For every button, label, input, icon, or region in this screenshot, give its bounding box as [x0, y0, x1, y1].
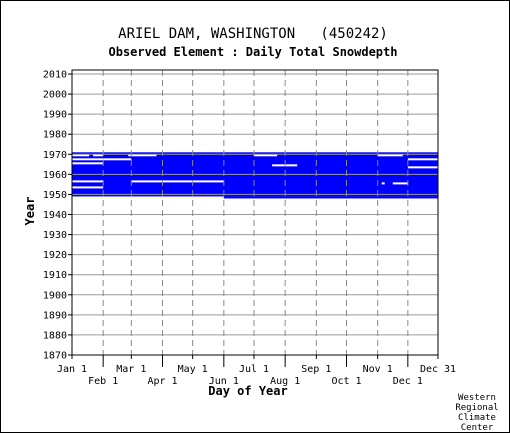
x-tick-label: Feb 1 [88, 376, 118, 387]
x-tick-label: Apr 1 [147, 376, 177, 387]
missing-segment [272, 164, 298, 167]
missing-segment [128, 154, 157, 157]
x-tick-label: Dec 1 [393, 376, 423, 387]
y-tick-label: 1870 [43, 351, 67, 362]
x-axis-ticks: Jan 1 Mar 1 May 1 Jul 1 Sep 1 Nov 1 Dec 31 Feb … [57, 355, 456, 387]
x-tick-label: Aug 1 [270, 376, 300, 387]
y-tick-label: 1970 [43, 150, 67, 161]
y-axis-title: Year [23, 197, 37, 226]
y-tick-label: 1900 [43, 290, 67, 301]
y-tick-label: 1880 [43, 330, 67, 341]
x-tick-label: Jul 1 [239, 364, 269, 375]
y-tick-label: 1890 [43, 310, 67, 321]
x-tick-label: Oct 1 [331, 376, 361, 387]
x-tick-label: Mar 1 [116, 364, 146, 375]
y-tick-label: 1960 [43, 170, 67, 181]
missing-segment [72, 162, 104, 165]
y-tick-label: 1950 [43, 190, 67, 201]
credit-line: Center [461, 423, 494, 432]
y-tick-label: 1990 [43, 110, 67, 121]
missing-segment [131, 180, 224, 183]
missing-segment [72, 158, 104, 161]
chart-title: ARIEL DAM, WASHINGTON (450242) [118, 26, 388, 42]
chart-subtitle: Observed Element : Daily Total Snowdepth [109, 45, 398, 59]
missing-segment [103, 158, 132, 161]
x-tick-label: Dec 31 [420, 364, 456, 375]
y-tick-label: 2000 [43, 90, 67, 101]
missing-data-layer [72, 154, 438, 189]
y-tick-label: 2010 [43, 70, 67, 81]
x-tick-label: May 1 [178, 364, 208, 375]
credit-line: Climate [458, 413, 496, 423]
y-tick-label: 1910 [43, 270, 67, 281]
missing-segment [253, 154, 278, 157]
x-tick-label: Sep 1 [301, 364, 331, 375]
plot-area-border [71, 69, 439, 356]
missing-segment [93, 154, 104, 157]
credit-line: Western [458, 393, 496, 403]
missing-segment [392, 182, 408, 185]
credit-line: Regional [455, 403, 498, 413]
x-tick-label: Jan 1 [57, 364, 87, 375]
y-tick-label: 1920 [43, 250, 67, 261]
y-tick-label: 1980 [43, 130, 67, 141]
y-tick-label: 1930 [43, 230, 67, 241]
missing-segment [407, 166, 438, 169]
missing-segment [72, 186, 104, 189]
missing-segment [72, 180, 104, 183]
x-axis-title: Day of Year [208, 384, 287, 398]
x-tick-label: Jun 1 [209, 376, 239, 387]
missing-segment [377, 154, 403, 157]
grid-layer [72, 70, 438, 356]
x-tick-label: Nov 1 [363, 364, 393, 375]
y-axis-ticks: 1870 1880 1890 1900 1910 1920 1930 1940 1950 1960… [43, 70, 72, 362]
missing-segment [381, 182, 385, 185]
missing-segment [72, 154, 90, 157]
y-tick-label: 1940 [43, 210, 67, 221]
coverage-block [223, 196, 438, 199]
missing-segment [407, 158, 438, 161]
